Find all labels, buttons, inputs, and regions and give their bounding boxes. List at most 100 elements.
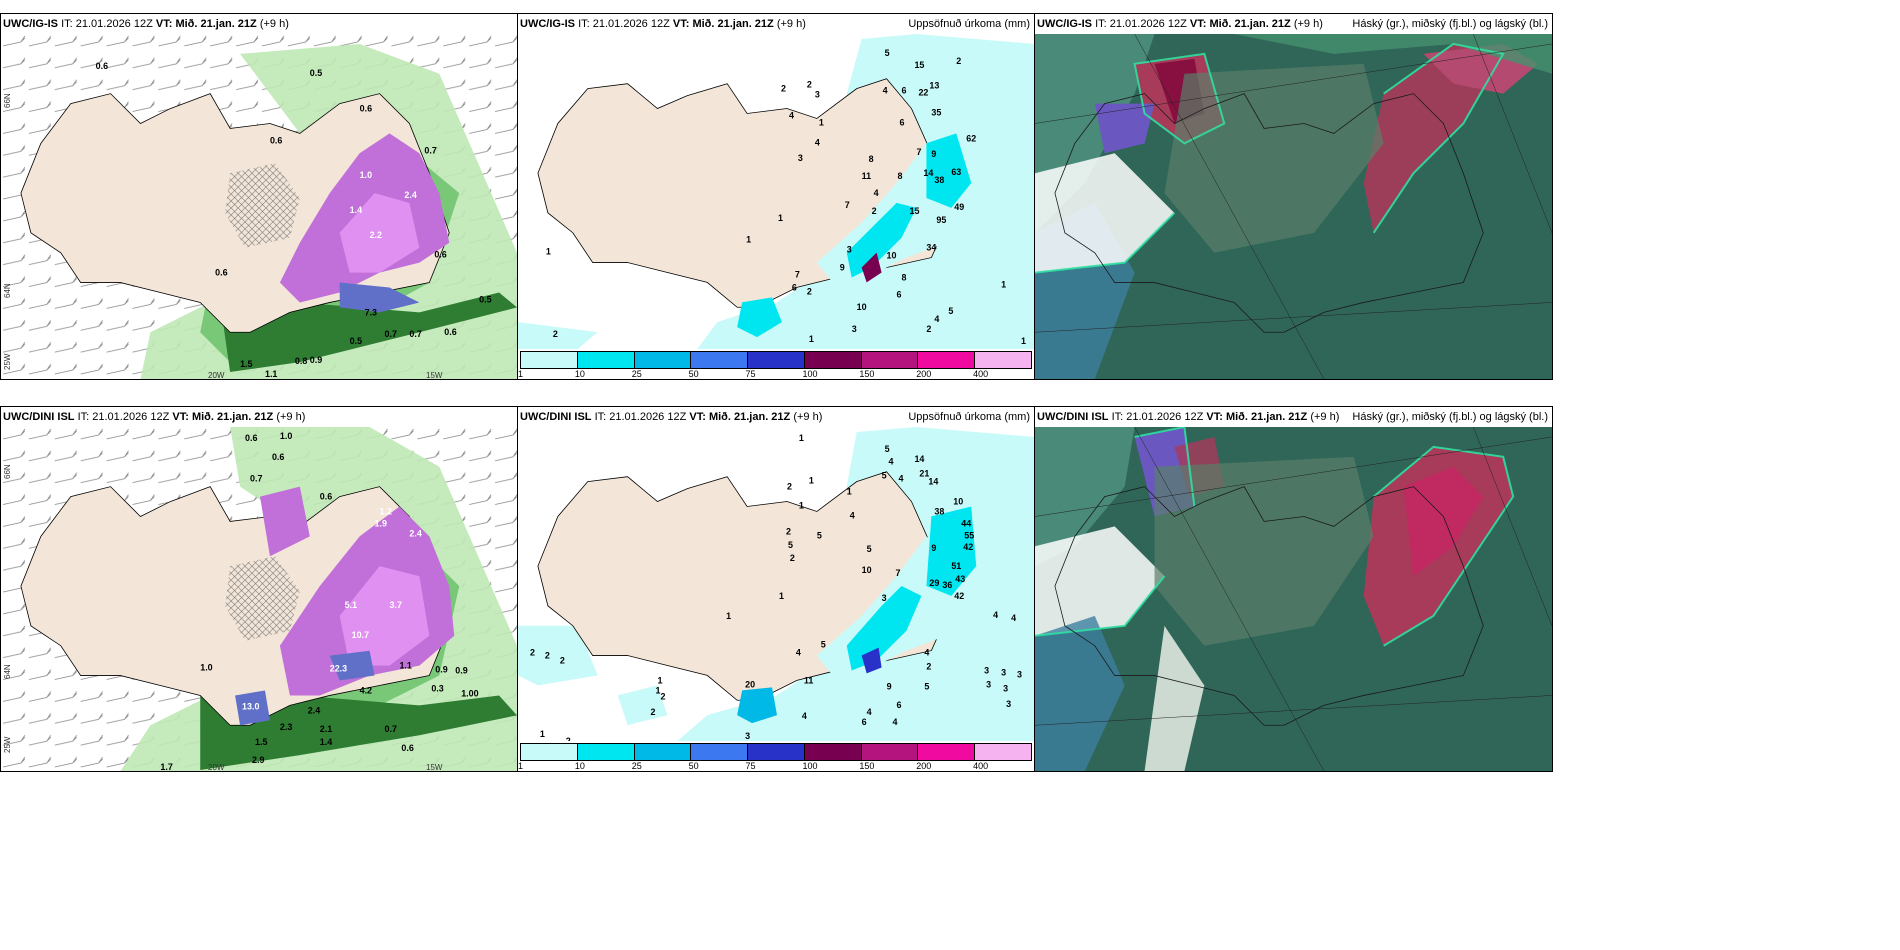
svg-text:7: 7 <box>795 269 800 279</box>
svg-text:0.5: 0.5 <box>310 68 322 78</box>
svg-text:4: 4 <box>867 707 872 717</box>
svg-text:2: 2 <box>807 80 812 90</box>
svg-text:3.7: 3.7 <box>389 600 401 610</box>
svg-text:5: 5 <box>788 540 793 550</box>
panel-field-title: Háský (gr.), miðský (fj.bl.) og lágský (… <box>1352 407 1548 427</box>
svg-text:0.9: 0.9 <box>435 665 447 675</box>
svg-text:2: 2 <box>660 691 665 701</box>
svg-text:3: 3 <box>984 665 989 675</box>
svg-text:3: 3 <box>1006 699 1011 709</box>
svg-text:0.5: 0.5 <box>350 336 362 346</box>
snow-wind-map: 0.6 0.5 0.6 0.6 0.7 1.0 1.4 2.4 2.2 0.6 … <box>1 34 517 379</box>
svg-text:62: 62 <box>966 133 976 143</box>
svg-text:21: 21 <box>919 469 929 479</box>
svg-text:5: 5 <box>817 530 822 540</box>
colorbar-tick-label: 200 <box>916 369 932 379</box>
svg-text:2.2: 2.2 <box>370 230 382 240</box>
svg-text:2: 2 <box>872 206 877 216</box>
lat-label-64: 64N <box>3 664 12 679</box>
svg-text:8: 8 <box>898 171 903 181</box>
svg-text:1.4: 1.4 <box>320 737 332 747</box>
colorbar-tick-label: 75 <box>745 761 756 771</box>
svg-text:1.0: 1.0 <box>360 170 372 180</box>
panel-field-title: Uppsöfnuð úrkoma (mm) <box>908 14 1030 34</box>
svg-text:0.7: 0.7 <box>409 329 421 339</box>
map-canvas <box>1035 427 1552 771</box>
svg-text:2.3: 2.3 <box>280 722 292 732</box>
colorbar-swatch <box>804 744 862 760</box>
colorbar-tick-label: 75 <box>745 369 756 379</box>
svg-text:1.00: 1.00 <box>461 688 478 698</box>
svg-text:0.6: 0.6 <box>215 268 227 278</box>
svg-text:1: 1 <box>657 675 662 685</box>
svg-text:1: 1 <box>1021 336 1026 346</box>
map-canvas: 0.6 0.5 0.6 0.6 0.7 1.0 1.4 2.4 2.2 0.6 … <box>1 34 517 379</box>
svg-text:4: 4 <box>893 717 898 727</box>
svg-text:1.0: 1.0 <box>280 431 292 441</box>
svg-text:36: 36 <box>942 580 952 590</box>
svg-text:1: 1 <box>746 235 751 245</box>
colorbar-tick-label: 400 <box>973 369 989 379</box>
svg-text:2: 2 <box>926 661 931 671</box>
lat-label-25w: 25W <box>3 353 12 370</box>
colorbar-ticks: 1 10 25 50 75 100 150 200 400 <box>518 369 1032 379</box>
svg-text:3: 3 <box>1001 667 1006 677</box>
svg-text:1.4: 1.4 <box>350 205 362 215</box>
svg-text:1: 1 <box>540 729 545 739</box>
svg-text:8: 8 <box>869 154 874 164</box>
svg-text:4: 4 <box>1011 613 1016 623</box>
svg-text:11: 11 <box>862 171 871 181</box>
svg-text:2: 2 <box>956 56 961 66</box>
svg-text:4: 4 <box>850 510 855 520</box>
svg-text:0.6: 0.6 <box>401 743 413 753</box>
cloud-map <box>1035 34 1552 379</box>
precip-map: 1 5 14 4 21 14 5 4 10 1 2 1 2 5 38 44 55… <box>518 427 1034 741</box>
colorbar-swatch <box>521 352 578 368</box>
svg-text:1: 1 <box>1001 279 1006 289</box>
svg-text:2: 2 <box>560 656 565 666</box>
svg-text:3: 3 <box>1003 683 1008 693</box>
colorbar-swatch <box>577 744 635 760</box>
svg-text:13.0: 13.0 <box>242 701 259 711</box>
colorbar-swatch <box>918 352 976 368</box>
svg-text:1.0: 1.0 <box>200 663 212 673</box>
precip-values: 1 5 14 4 21 14 5 4 10 1 2 1 2 5 38 44 55… <box>530 433 1022 741</box>
svg-text:1: 1 <box>799 433 804 443</box>
snow-wind-map: 0.6 1.0 0.6 0.7 0.6 1.2 1.9 2.4 3.7 1.0 … <box>1 427 517 771</box>
precip-values: 5 15 2 4 6 22 13 2 3 35 2 4 1 6 7 9 4 62… <box>546 48 1026 346</box>
colorbar-swatch <box>975 744 1032 760</box>
svg-text:2: 2 <box>807 286 812 296</box>
svg-text:3: 3 <box>847 245 852 255</box>
colorbar-ticks: 1 10 25 50 75 100 150 200 400 <box>518 761 1032 771</box>
svg-text:0.6: 0.6 <box>320 492 332 502</box>
colorbar-tick-label: 100 <box>802 761 818 771</box>
svg-text:15: 15 <box>914 60 924 70</box>
svg-text:2.9: 2.9 <box>252 755 264 765</box>
panel-ig-precip: UWC/IG-IS IT: 21.01.2026 12Z VT: Mið. 21… <box>517 13 1035 380</box>
lon-label-20w: 20W <box>208 371 225 380</box>
colorbar-tick-label: 10 <box>574 761 585 771</box>
svg-text:10: 10 <box>953 497 963 507</box>
svg-text:2.1: 2.1 <box>320 724 332 734</box>
svg-text:1: 1 <box>799 500 804 510</box>
svg-text:55: 55 <box>964 530 974 540</box>
svg-text:42: 42 <box>963 542 973 552</box>
svg-text:4: 4 <box>874 188 879 198</box>
svg-text:5: 5 <box>885 444 890 454</box>
colorbar-tick-label: 10 <box>574 369 585 379</box>
svg-text:51: 51 <box>951 561 961 571</box>
svg-text:7.3: 7.3 <box>365 307 377 317</box>
colorbar-swatch <box>975 352 1032 368</box>
svg-text:0.6: 0.6 <box>444 327 456 337</box>
svg-text:3: 3 <box>882 593 887 603</box>
svg-text:0.7: 0.7 <box>424 145 436 155</box>
svg-text:2: 2 <box>790 553 795 563</box>
svg-text:3: 3 <box>986 679 991 689</box>
svg-text:49: 49 <box>954 202 964 212</box>
svg-text:1.1: 1.1 <box>399 661 411 671</box>
colorbar-tick-label: 100 <box>802 369 818 379</box>
svg-text:10: 10 <box>857 302 867 312</box>
colorbar-tick-label: 50 <box>688 761 699 771</box>
svg-text:2: 2 <box>787 482 792 492</box>
colorbar-tick-label: 400 <box>973 761 989 771</box>
